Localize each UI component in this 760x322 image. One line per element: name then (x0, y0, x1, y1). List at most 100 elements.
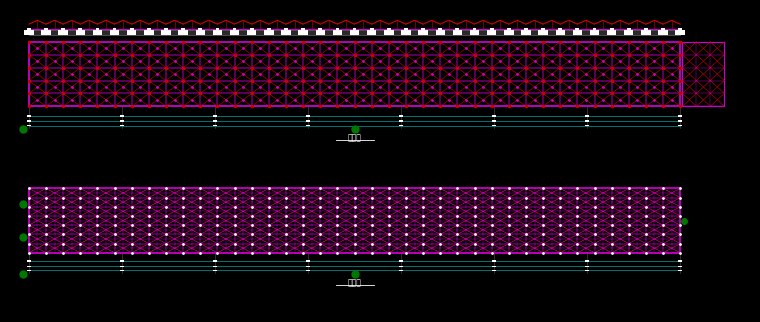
Bar (93, 30, 102, 35)
Bar (399, 266, 404, 267)
Bar (315, 30, 325, 35)
Bar (492, 260, 496, 261)
Bar (233, 28, 236, 30)
Bar (230, 30, 239, 35)
Bar (62, 28, 65, 30)
Bar (264, 30, 274, 35)
Bar (306, 120, 310, 121)
Bar (678, 115, 682, 117)
Bar (147, 28, 150, 30)
Bar (29, 42, 680, 106)
Bar (130, 28, 134, 30)
Bar (350, 30, 359, 35)
Bar (521, 30, 530, 35)
Bar (610, 28, 613, 30)
Bar (585, 266, 590, 267)
Bar (585, 115, 590, 117)
Bar (641, 30, 651, 35)
Text: 仰视图: 仰视图 (347, 279, 362, 288)
Bar (213, 125, 217, 126)
Bar (607, 30, 616, 35)
Bar (164, 28, 168, 30)
Bar (306, 270, 310, 271)
Bar (119, 260, 124, 261)
Bar (181, 28, 185, 30)
Bar (538, 30, 548, 35)
Bar (318, 28, 322, 30)
Bar (556, 30, 565, 35)
Bar (247, 30, 256, 35)
Bar (487, 30, 496, 35)
Bar (267, 28, 271, 30)
Bar (27, 270, 31, 271)
Bar (585, 125, 590, 126)
Bar (367, 30, 376, 35)
Bar (492, 270, 496, 271)
Bar (507, 28, 511, 30)
Bar (213, 120, 217, 121)
Bar (301, 28, 305, 30)
Bar (585, 120, 590, 121)
Bar (504, 30, 514, 35)
Bar (306, 260, 310, 261)
Bar (75, 30, 85, 35)
Bar (44, 28, 48, 30)
Bar (661, 28, 665, 30)
Bar (353, 28, 356, 30)
Bar (559, 28, 562, 30)
Bar (27, 125, 31, 126)
Bar (27, 266, 31, 267)
Bar (27, 260, 31, 261)
Bar (216, 28, 220, 30)
Bar (127, 30, 137, 35)
Bar (59, 30, 68, 35)
Bar (624, 30, 634, 35)
Bar (678, 266, 682, 267)
Bar (119, 270, 124, 271)
Bar (213, 30, 222, 35)
Bar (112, 28, 116, 30)
Bar (455, 28, 459, 30)
Bar (492, 115, 496, 117)
Bar (453, 30, 462, 35)
Bar (29, 30, 680, 35)
Bar (306, 115, 310, 117)
Bar (399, 260, 404, 261)
Bar (284, 28, 288, 30)
Bar (370, 28, 374, 30)
Text: 俦视图: 俦视图 (347, 134, 362, 143)
Bar (678, 120, 682, 121)
Bar (401, 30, 410, 35)
Bar (110, 30, 119, 35)
Bar (473, 28, 477, 30)
Bar (333, 30, 342, 35)
Bar (119, 266, 124, 267)
Bar (24, 30, 33, 35)
Bar (281, 30, 290, 35)
Bar (585, 260, 590, 261)
Bar (489, 28, 493, 30)
Bar (399, 120, 404, 121)
Bar (575, 28, 579, 30)
Bar (387, 28, 391, 30)
Bar (439, 28, 442, 30)
Bar (119, 125, 124, 126)
Bar (119, 120, 124, 121)
Bar (492, 266, 496, 267)
Bar (678, 270, 682, 271)
Bar (399, 125, 404, 126)
Bar (492, 120, 496, 121)
Bar (419, 30, 428, 35)
Bar (678, 125, 682, 126)
Bar (195, 30, 205, 35)
Bar (161, 30, 171, 35)
Bar (306, 125, 310, 126)
Bar (682, 42, 724, 106)
Bar (41, 30, 51, 35)
Bar (470, 30, 480, 35)
Bar (213, 115, 217, 117)
Bar (179, 30, 188, 35)
Bar (658, 30, 668, 35)
Bar (213, 260, 217, 261)
Bar (250, 28, 254, 30)
